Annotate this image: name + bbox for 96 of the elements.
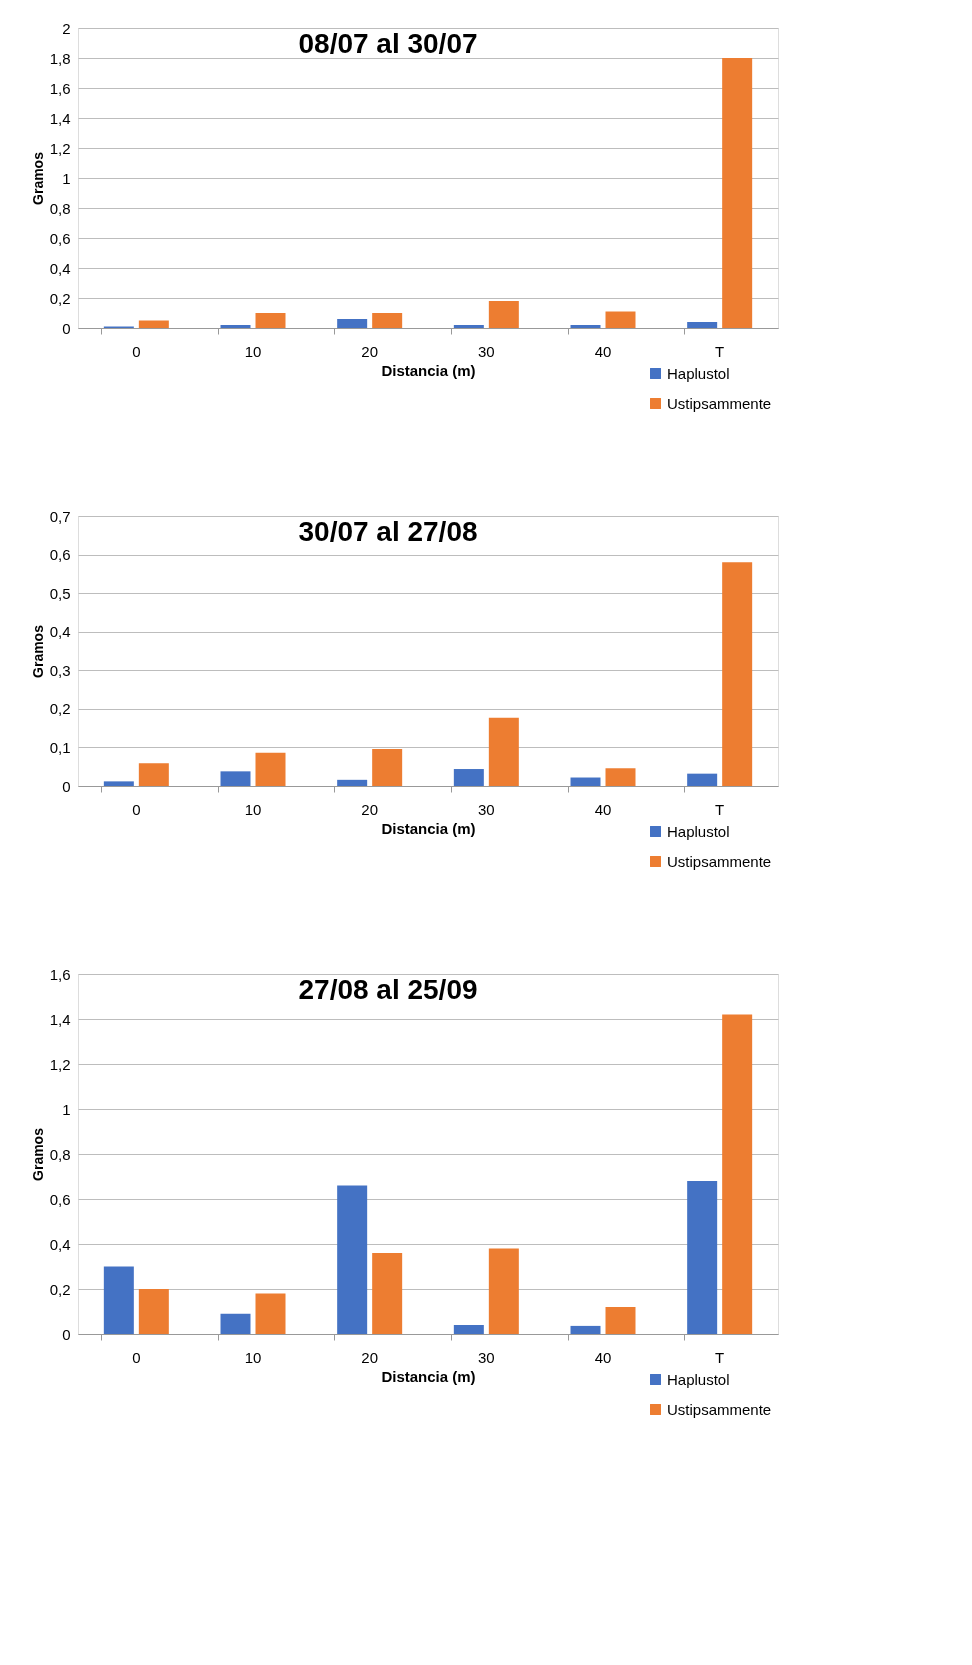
y-tick-label: 1,6 — [49, 79, 71, 97]
bar — [488, 717, 519, 786]
bar — [372, 313, 403, 328]
bar — [138, 1289, 169, 1334]
legend-label: Haplustol — [667, 822, 730, 840]
y-tick-label: 0,6 — [49, 546, 71, 564]
legend-label: Haplustol — [667, 364, 730, 382]
x-tick-label: 0 — [132, 800, 141, 818]
bar — [570, 777, 601, 786]
x-tick-label: 0 — [132, 342, 141, 360]
y-tick-label: 1,6 — [49, 965, 71, 983]
bar — [255, 313, 286, 328]
y-tick-label: 0,3 — [49, 661, 71, 679]
bar — [488, 1248, 519, 1334]
bar — [220, 1313, 251, 1334]
x-tick-label: 20 — [361, 800, 379, 818]
bar — [687, 322, 718, 328]
legend-label: Ustipsammente — [667, 394, 772, 412]
bar — [605, 311, 636, 328]
bar — [372, 748, 403, 786]
chart-title: 08/07 al 30/07 — [298, 28, 478, 59]
y-tick-label: 2 — [62, 19, 71, 37]
y-tick-label: 0,2 — [49, 289, 71, 307]
x-tick-label: 40 — [594, 800, 612, 818]
x-tick-label: T — [715, 342, 725, 360]
y-tick-label: 1 — [62, 169, 71, 187]
bar — [337, 319, 368, 328]
bar — [103, 781, 134, 786]
bar — [453, 325, 484, 328]
y-tick-label: 0 — [62, 1325, 71, 1343]
bar — [570, 325, 601, 328]
y-axis-title: Gramos — [29, 624, 46, 678]
x-axis-title: Distancia (m) — [381, 819, 476, 837]
y-tick-label: 0,2 — [49, 700, 71, 718]
bar — [605, 768, 636, 786]
y-tick-label: 1,2 — [49, 139, 71, 157]
y-tick-label: 1,8 — [49, 49, 71, 67]
bar — [220, 325, 251, 328]
bar — [453, 1325, 484, 1334]
bar — [453, 769, 484, 786]
bar — [220, 771, 251, 786]
x-tick-label: 20 — [361, 1348, 379, 1366]
bar — [488, 301, 519, 328]
y-tick-label: 0 — [62, 319, 71, 337]
x-tick-label: 10 — [244, 800, 262, 818]
bar — [722, 562, 753, 786]
bar — [138, 763, 169, 786]
x-tick-label: 30 — [477, 800, 495, 818]
bar — [687, 1181, 718, 1334]
x-tick-label: 40 — [594, 342, 612, 360]
y-tick-label: 0,8 — [49, 1145, 71, 1163]
y-tick-label: 0,7 — [49, 507, 71, 525]
x-axis-title: Distancia (m) — [381, 361, 476, 379]
x-tick-label: 10 — [244, 342, 262, 360]
y-tick-label: 1,2 — [49, 1055, 71, 1073]
y-axis-title: Gramos — [29, 151, 46, 205]
y-tick-label: 0,4 — [49, 1235, 71, 1253]
y-tick-label: 1,4 — [49, 1010, 71, 1028]
y-tick-label: 0,1 — [49, 738, 71, 756]
bar — [337, 1185, 368, 1334]
x-tick-label: 30 — [477, 1348, 495, 1366]
y-axis-title: Gramos — [29, 1127, 46, 1181]
bar — [605, 1307, 636, 1334]
legend-label: Ustipsammente — [667, 852, 772, 870]
x-tick-label: T — [715, 800, 725, 818]
bar — [687, 773, 718, 786]
x-tick-label: 20 — [361, 342, 379, 360]
x-tick-label: T — [715, 1348, 725, 1366]
y-tick-label: 0,4 — [49, 623, 71, 641]
bar — [570, 1325, 601, 1334]
chart-title: 27/08 al 25/09 — [298, 974, 478, 1005]
y-tick-label: 0,8 — [49, 199, 71, 217]
x-tick-label: 40 — [594, 1348, 612, 1366]
bar — [138, 320, 169, 328]
y-tick-label: 1 — [62, 1100, 71, 1118]
bar — [372, 1253, 403, 1334]
bar — [722, 58, 753, 328]
bar — [722, 1014, 753, 1334]
chart-title: 30/07 al 27/08 — [298, 516, 478, 547]
x-tick-label: 30 — [477, 342, 495, 360]
y-tick-label: 0,2 — [49, 1280, 71, 1298]
bar — [103, 1266, 134, 1334]
legend-label: Ustipsammente — [667, 1400, 772, 1418]
x-axis-title: Distancia (m) — [381, 1367, 476, 1385]
y-tick-label: 0,6 — [49, 229, 71, 247]
y-tick-label: 0 — [62, 777, 71, 795]
bar — [337, 779, 368, 786]
y-tick-label: 1,4 — [49, 109, 71, 127]
y-tick-label: 0,4 — [49, 259, 71, 277]
bar — [255, 752, 286, 786]
x-tick-label: 0 — [132, 1348, 141, 1366]
legend-label: Haplustol — [667, 1370, 730, 1388]
y-tick-label: 0,6 — [49, 1190, 71, 1208]
y-tick-label: 0,5 — [49, 584, 71, 602]
bar — [255, 1293, 286, 1334]
x-tick-label: 10 — [244, 1348, 262, 1366]
